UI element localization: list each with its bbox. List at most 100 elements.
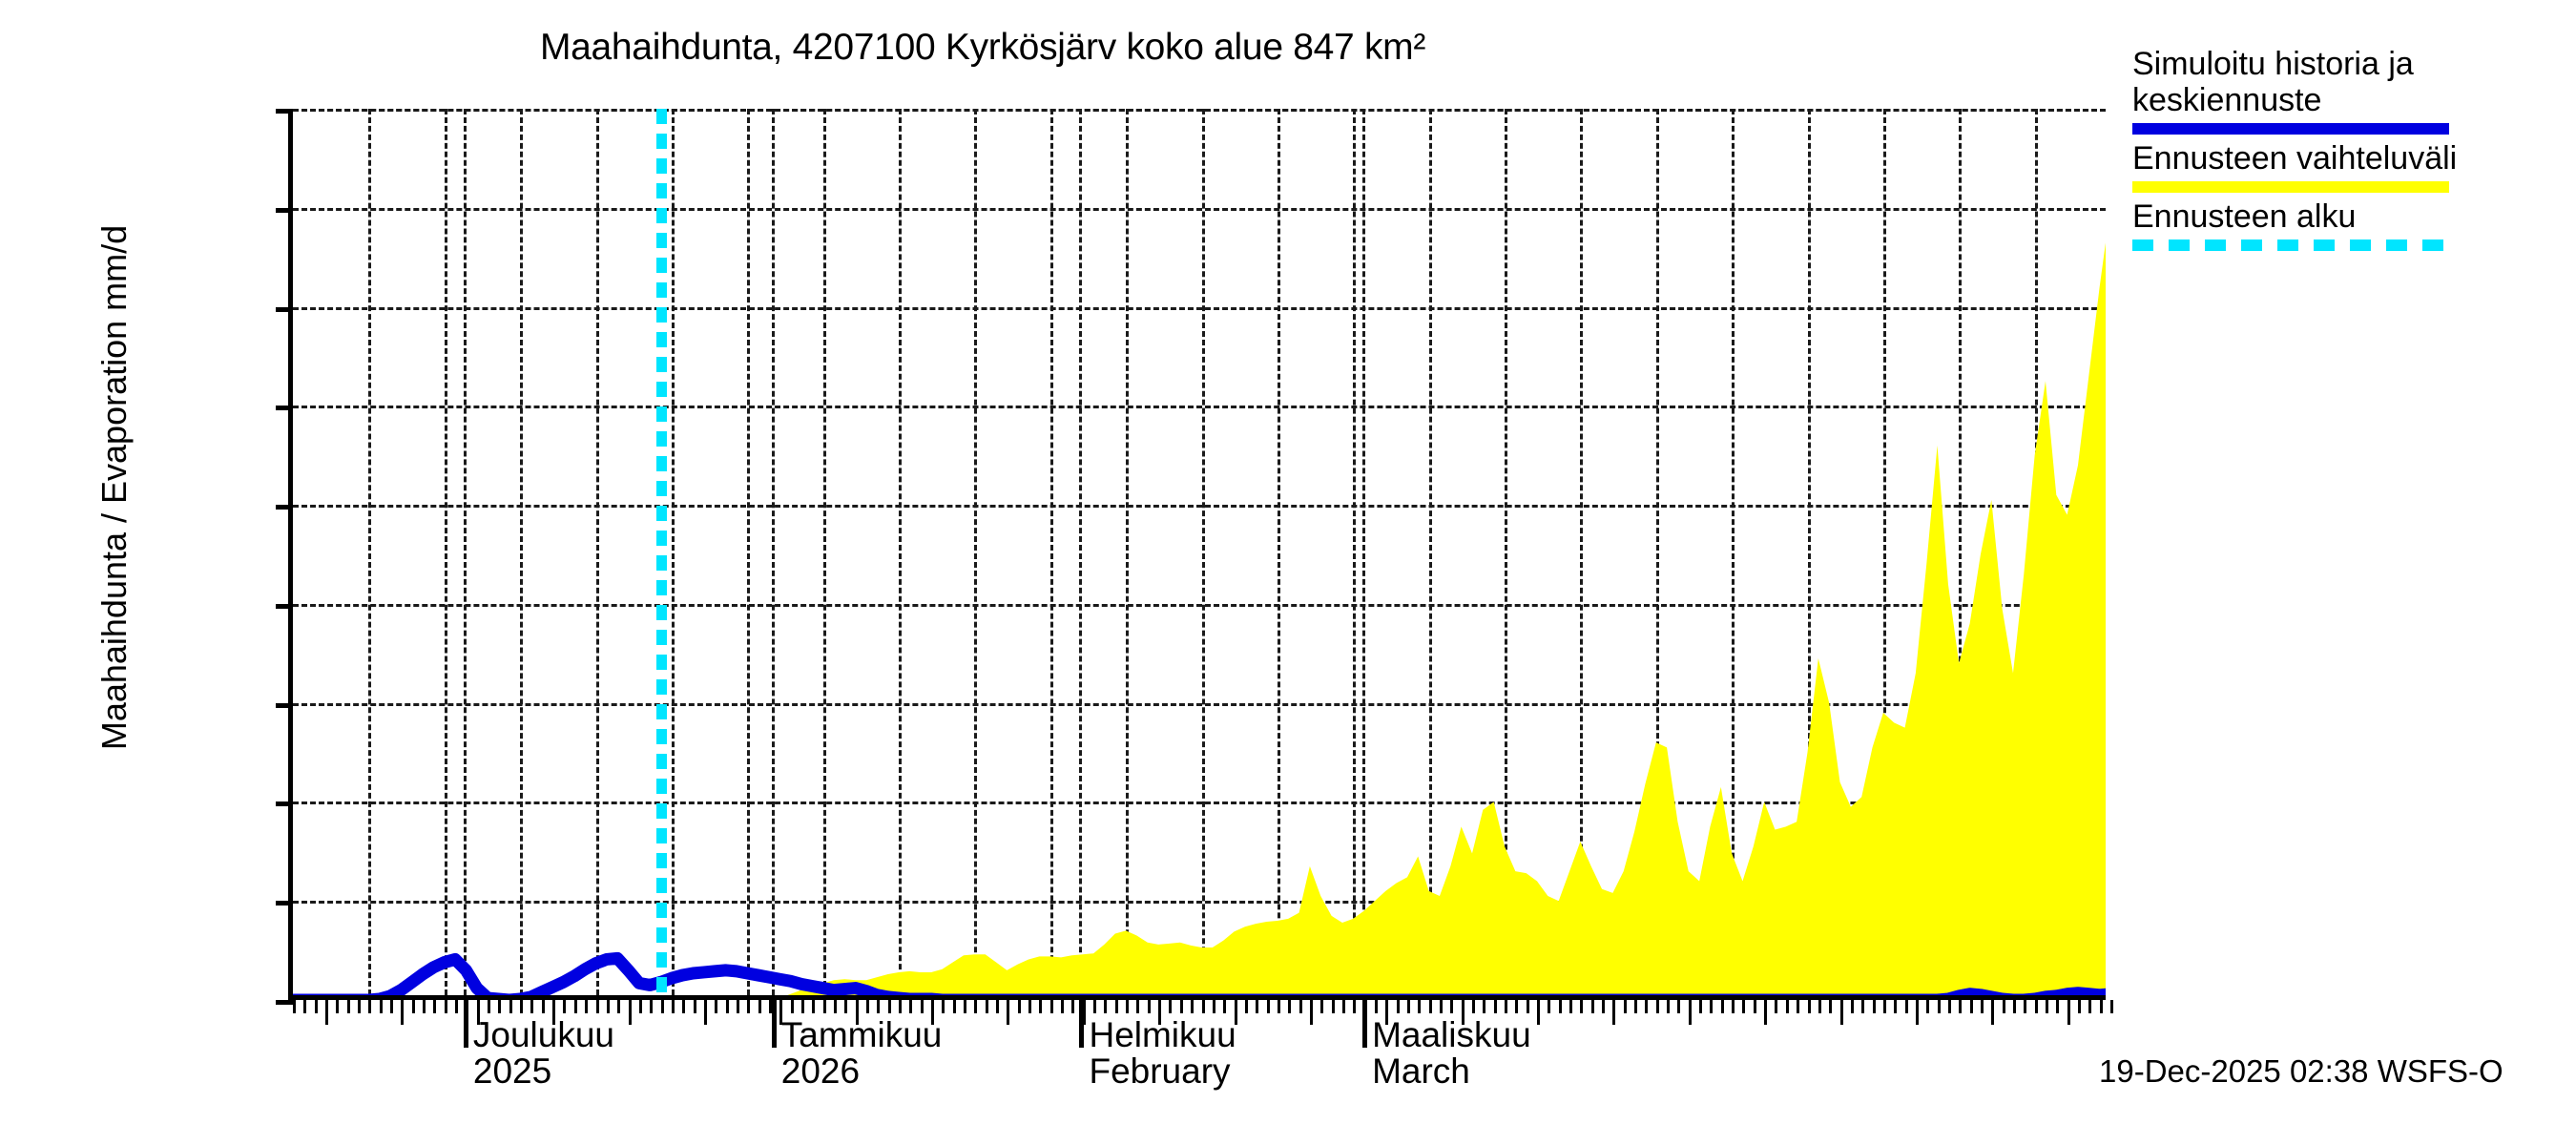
gridline-horizontal (293, 109, 2106, 112)
x-tick-minor (498, 1000, 502, 1013)
gridline-vertical (1126, 109, 1130, 995)
x-tick-minor (1093, 1000, 1097, 1013)
x-tick-minor (942, 1000, 945, 1013)
x-tick-minor (725, 1000, 729, 1013)
x-tick-minor (1244, 1000, 1248, 1013)
y-axis-label: Maahaihdunta / Evaporation mm/d (94, 224, 134, 751)
x-tick-minor (1191, 1000, 1195, 1013)
x-tick-minor (573, 1000, 577, 1013)
x-tick-minor (1720, 1000, 1724, 1013)
legend-item-forecast-start: Ennusteen alku (2132, 198, 2571, 252)
x-tick-minor (736, 1000, 739, 1013)
x-tick-minor (2002, 1000, 2005, 1013)
x-tick-minor (595, 1000, 599, 1013)
x-tick-week (1385, 1000, 1389, 1025)
x-tick-minor (1471, 1000, 1475, 1013)
x-tick-minor (1937, 1000, 1941, 1013)
x-tick-minor (1526, 1000, 1529, 1013)
y-tick-mark (276, 505, 293, 510)
x-tick-week (1309, 1000, 1313, 1025)
gridline-vertical (1580, 109, 1584, 995)
gridline-vertical (1807, 109, 1811, 995)
x-tick-minor (1256, 1000, 1259, 1013)
x-tick-minor (455, 1000, 459, 1013)
gridline-vertical (1882, 109, 1886, 995)
x-tick-minor (1926, 1000, 1930, 1013)
x-tick-minor (715, 1000, 718, 1013)
x-tick-week (779, 1000, 783, 1025)
x-tick-minor (887, 1000, 891, 1013)
x-tick-minor (1980, 1000, 1984, 1013)
x-tick-minor (996, 1000, 1000, 1013)
x-tick-minor (336, 1000, 340, 1013)
x-tick-minor (1136, 1000, 1140, 1013)
gridline-vertical (1201, 109, 1205, 995)
x-tick-minor (1049, 1000, 1053, 1013)
x-axis-label-line2: March (1372, 1051, 1470, 1091)
x-tick-minor (952, 1000, 956, 1013)
gridline-vertical (1655, 109, 1659, 995)
legend: Simuloitu historia ja keskiennuste Ennus… (2132, 46, 2571, 257)
x-tick-minor (1223, 1000, 1227, 1013)
gridline-vertical (974, 109, 978, 995)
x-tick-week (2067, 1000, 2070, 1025)
x-tick-minor (833, 1000, 837, 1013)
x-tick-minor (433, 1000, 437, 1013)
x-tick-minor (1071, 1000, 1075, 1013)
x-tick-minor (920, 1000, 924, 1013)
x-tick-minor (1406, 1000, 1410, 1013)
x-tick-minor (1732, 1000, 1735, 1013)
x-tick-minor (768, 1000, 772, 1013)
x-tick-minor (1277, 1000, 1280, 1013)
gridline-horizontal (293, 306, 2106, 310)
plot-area: 0.00.10.20.30.40.50.60.70.80.9 Joulukuu2… (276, 109, 2113, 1089)
legend-item-history: Simuloitu historia ja keskiennuste (2132, 46, 2571, 135)
x-tick-minor (638, 1000, 642, 1013)
gridline-vertical (1049, 109, 1053, 995)
x-tick-minor (1061, 1000, 1065, 1013)
x-tick-minor (1548, 1000, 1551, 1013)
gridline-vertical (1428, 109, 1432, 995)
x-tick-month (463, 1000, 468, 1048)
x-tick-week (855, 1000, 859, 1025)
x-tick-minor (423, 1000, 426, 1013)
x-tick-minor (530, 1000, 534, 1013)
x-tick-minor (1850, 1000, 1854, 1013)
gridline-horizontal (293, 901, 2106, 905)
x-tick-minor (1483, 1000, 1486, 1013)
y-tick-mark (276, 901, 293, 906)
x-tick-minor (509, 1000, 512, 1013)
x-tick-week (1158, 1000, 1162, 1025)
x-tick-minor (909, 1000, 913, 1013)
x-tick-minor (1785, 1000, 1789, 1013)
x-tick-minor (346, 1000, 350, 1013)
x-tick-minor (964, 1000, 967, 1013)
plot-inner (293, 109, 2106, 995)
x-tick-minor (1212, 1000, 1215, 1013)
x-tick-minor (865, 1000, 869, 1013)
gridline-vertical (1732, 109, 1735, 995)
x-tick-week (1839, 1000, 1843, 1025)
gridline-horizontal (293, 802, 2106, 805)
legend-item-range: Ennusteen vaihteluväli (2132, 140, 2571, 194)
x-tick-minor (520, 1000, 524, 1013)
x-tick-minor (1505, 1000, 1507, 1013)
x-tick-minor (1558, 1000, 1562, 1013)
x-tick-minor (585, 1000, 589, 1013)
x-tick-week (1537, 1000, 1541, 1025)
gridline-horizontal (293, 603, 2106, 607)
x-tick-minor (1028, 1000, 1032, 1013)
x-tick-minor (1396, 1000, 1400, 1013)
y-tick-mark (276, 802, 293, 807)
x-tick-minor (1797, 1000, 1800, 1013)
x-tick-minor (1677, 1000, 1681, 1013)
x-tick-minor (1959, 1000, 1963, 1013)
x-tick-minor (293, 1000, 296, 1013)
x-tick-minor (1515, 1000, 1519, 1013)
gridline-vertical-month (1079, 109, 1083, 995)
x-tick-minor (1969, 1000, 1973, 1013)
x-tick-minor (758, 1000, 761, 1013)
x-axis-label-line1: Maaliskuu (1372, 1015, 1531, 1054)
x-tick-minor (2056, 1000, 2060, 1013)
